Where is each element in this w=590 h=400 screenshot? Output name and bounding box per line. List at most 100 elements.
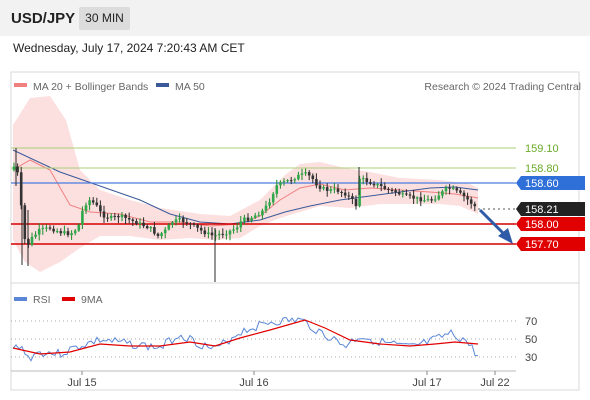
candle-body	[369, 182, 372, 184]
candle-body	[376, 184, 379, 186]
candle-body	[354, 199, 358, 206]
candle-body	[95, 202, 99, 206]
candle-body	[387, 188, 390, 190]
candle-body	[390, 190, 394, 191]
candle-body	[397, 192, 401, 195]
candle-body	[365, 178, 369, 182]
candle-body	[455, 188, 459, 191]
candle-body	[264, 205, 268, 211]
candle-body	[329, 189, 333, 191]
level-badge-158-60: 158.60	[516, 176, 585, 190]
candle-body	[469, 199, 473, 204]
candle-body	[160, 233, 163, 236]
x-tick-jul17: Jul 17	[412, 377, 441, 389]
rsi-tick-30: 30	[525, 352, 537, 364]
candle-body	[437, 195, 441, 200]
candle-body	[297, 174, 300, 180]
candle-body	[412, 195, 415, 199]
candle-body	[131, 219, 135, 221]
candle-body	[361, 178, 365, 180]
candle-body	[289, 180, 293, 182]
candle-body	[261, 210, 264, 216]
ma20-line	[12, 159, 479, 227]
candle-body	[379, 184, 383, 186]
candle-body	[52, 228, 55, 232]
candle-body	[48, 227, 52, 229]
level-label-157-70: 157.70	[525, 239, 559, 251]
rsi-tick-50: 50	[525, 334, 537, 346]
candle-body	[473, 203, 477, 207]
candle-body	[336, 188, 340, 192]
candle-body	[91, 200, 95, 203]
timeframe-badge[interactable]: 30 MIN	[79, 7, 130, 30]
candle-body	[70, 233, 73, 236]
candle-body	[448, 187, 451, 189]
candle-body	[153, 227, 156, 234]
candle-body	[462, 192, 466, 197]
candle-body	[174, 219, 178, 223]
pair-title: USD/JPY	[11, 10, 76, 27]
level-badge-158-21: 158.21	[516, 202, 585, 216]
rsi-line	[12, 316, 479, 362]
candle-body	[41, 227, 45, 229]
candle-body	[63, 231, 66, 234]
candle-body	[109, 215, 113, 219]
candle-body	[88, 200, 91, 206]
candle-body	[246, 217, 250, 221]
candle-body	[235, 227, 239, 230]
candle-body	[430, 199, 433, 201]
x-tick-jul15: Jul 15	[67, 377, 96, 389]
candle-body	[102, 211, 106, 218]
level-label-158-80: 158.80	[525, 163, 559, 175]
level-label-158-00: 158.00	[525, 219, 559, 231]
candle-body	[322, 187, 325, 189]
candle-body	[221, 233, 225, 235]
candle-body	[300, 173, 304, 175]
candle-body	[351, 196, 354, 199]
candle-body	[124, 214, 127, 218]
x-tick-jul16: Jul 16	[239, 377, 268, 389]
candle-body	[73, 230, 77, 234]
candle-body	[426, 199, 430, 201]
candle-body	[466, 196, 469, 200]
legend-ma50-swatch	[156, 83, 169, 87]
main-legend: MA 20 + Bollinger Bands MA 50 Research ©…	[14, 81, 581, 93]
candle-body	[12, 166, 16, 170]
candle-body	[401, 193, 405, 195]
candle-body	[243, 217, 246, 222]
candle-body	[333, 188, 336, 190]
candle-body	[156, 233, 160, 236]
rsi-9ma-line	[12, 319, 479, 355]
candle-body	[415, 197, 419, 199]
candle-body	[59, 231, 63, 234]
candle-body	[189, 223, 192, 225]
candle-body	[55, 231, 59, 233]
datetime-label: Wednesday, July 17, 2024 7:20:43 AM CET	[13, 41, 245, 55]
candle-body	[23, 205, 27, 240]
candle-body	[196, 224, 199, 228]
candle-body	[405, 193, 408, 195]
candle-body	[275, 185, 279, 194]
candle-body	[383, 186, 387, 189]
candle-body	[304, 172, 307, 174]
candle-body	[45, 227, 48, 229]
legend-rsi-swatch	[14, 297, 27, 301]
candle-body	[214, 235, 217, 237]
candle-body	[257, 215, 261, 217]
candle-body	[228, 230, 232, 235]
candle-body	[239, 221, 243, 228]
candle-body	[444, 187, 448, 192]
x-tick-jul22: Jul 22	[480, 377, 509, 389]
legend-ma20-swatch	[14, 83, 27, 87]
candle-body	[232, 229, 235, 231]
candlestick-series	[12, 148, 477, 282]
candle-body	[127, 218, 131, 220]
candle-body	[84, 205, 88, 211]
candle-body	[145, 226, 149, 229]
candle-body	[271, 193, 275, 203]
candle-body	[423, 200, 426, 202]
candle-body	[307, 172, 311, 176]
candle-body	[340, 192, 343, 193]
candle-body	[77, 224, 81, 231]
candle-body	[279, 182, 282, 186]
